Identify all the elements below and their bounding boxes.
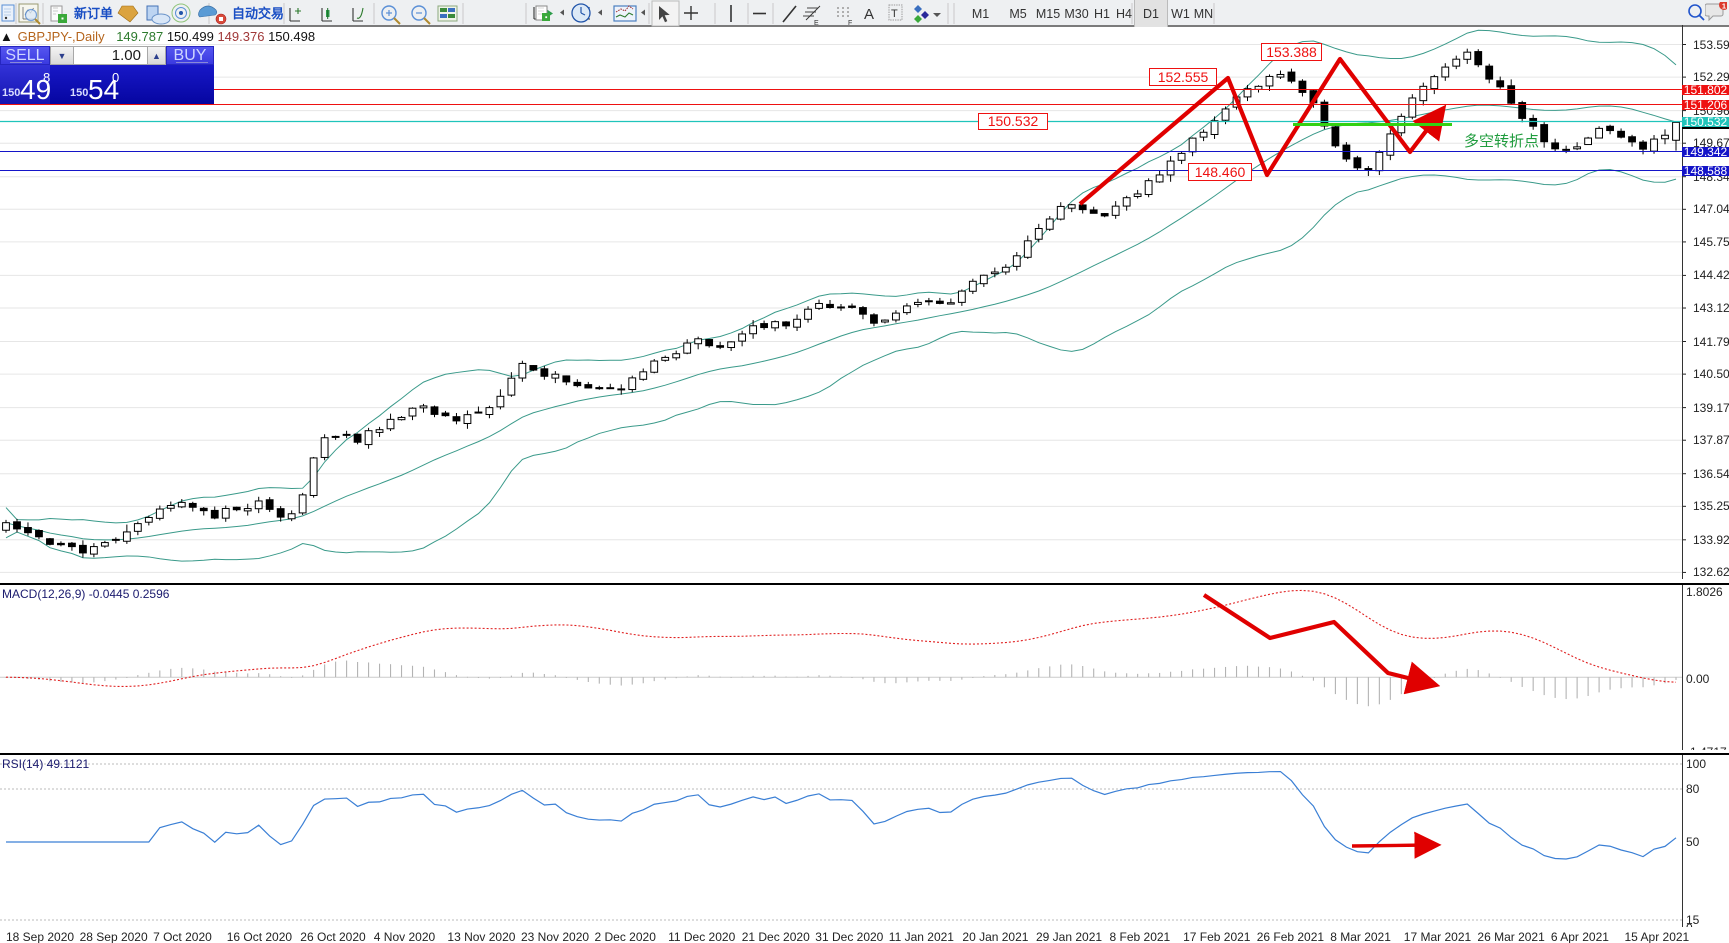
- svg-text:8: 8: [43, 70, 50, 85]
- svg-text:150: 150: [2, 87, 20, 99]
- svg-text:150: 150: [70, 87, 88, 99]
- svg-text:0: 0: [112, 70, 119, 85]
- svg-text:1: 1: [1722, 2, 1726, 11]
